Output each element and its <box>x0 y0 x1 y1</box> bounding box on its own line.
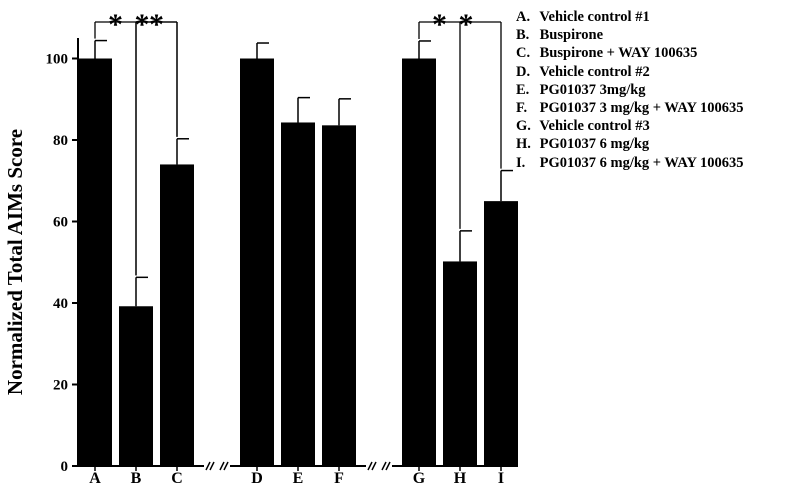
legend-key: C. <box>516 45 531 62</box>
y-tick-label: 100 <box>46 52 69 68</box>
x-tick-label-A: A <box>89 470 101 486</box>
y-axis-label: Normalized Total AIMs Score <box>3 129 27 395</box>
bar-I <box>484 201 518 466</box>
significance-star: * <box>432 8 447 41</box>
y-tick-label: 80 <box>53 133 68 149</box>
x-tick-label-D: D <box>251 470 263 486</box>
legend-label: Vehicle control #1 <box>536 9 650 25</box>
legend-item: G. Vehicle control #3 <box>516 117 744 135</box>
legend-item: B. Buspirone <box>516 26 744 44</box>
x-tick-label-B: B <box>131 470 142 486</box>
bar-E <box>281 122 315 466</box>
legend-key: E. <box>516 81 530 98</box>
bar-H <box>443 261 477 466</box>
axis-break-mark <box>381 461 387 471</box>
bar-G <box>402 58 436 466</box>
legend-key: I. <box>516 154 526 171</box>
significance-star: * <box>135 8 150 41</box>
x-tick-label-F: F <box>334 470 344 486</box>
legend-label: Vehicle control #2 <box>536 63 650 80</box>
bar-F <box>322 125 356 466</box>
x-tick-label-E: E <box>293 470 304 486</box>
x-tick-label-G: G <box>413 470 426 486</box>
legend-label: Vehicle control #3 <box>536 118 650 135</box>
legend-label: PG01037 6 mg/kg <box>536 136 650 153</box>
legend-item: E. PG01037 3mg/kg <box>516 81 744 99</box>
bar-D <box>240 58 274 466</box>
legend-item: D. Vehicle control #2 <box>516 63 744 81</box>
legend-label: Buspirone + WAY 100635 <box>536 45 698 62</box>
significance-star: * <box>108 8 123 41</box>
legend-item: A. Vehicle control #1 <box>516 8 744 26</box>
axis-break-mark <box>205 461 211 471</box>
legend-label: Buspirone <box>536 27 604 44</box>
bar-B <box>119 306 153 466</box>
legend-label: PG01037 3 mg/kg + WAY 100635 <box>536 100 744 117</box>
bar-A <box>78 58 112 466</box>
x-tick-label-C: C <box>171 470 183 486</box>
bar-C <box>160 164 194 466</box>
axis-break-mark <box>209 461 215 471</box>
y-tick-label: 60 <box>53 215 68 231</box>
legend-item: C. Buspirone + WAY 100635 <box>516 44 744 62</box>
axis-break-mark <box>223 461 229 471</box>
legend-key: H. <box>516 136 531 153</box>
legend-label: PG01037 3mg/kg <box>536 81 646 98</box>
legend-key: A. <box>516 9 531 25</box>
axis-break-mark <box>219 461 225 471</box>
y-tick-label: 40 <box>53 296 68 312</box>
legend-item: F. PG01037 3 mg/kg + WAY 100635 <box>516 99 744 117</box>
legend-key: D. <box>516 63 531 80</box>
y-tick-label: 0 <box>61 459 69 475</box>
legend-key: B. <box>516 27 530 44</box>
axis-break-mark <box>385 461 391 471</box>
significance-star: * <box>149 8 164 41</box>
legend-key: F. <box>516 100 528 117</box>
legend-item: H. PG01037 6 mg/kg <box>516 135 744 153</box>
legend-item: I. PG01037 6 mg/kg + WAY 100635 <box>516 154 744 172</box>
legend: A. Vehicle control #1 B. Buspirone C. Busp… <box>516 8 744 172</box>
axis-break-mark <box>367 461 373 471</box>
legend-key: G. <box>516 118 531 135</box>
legend-label: PG01037 6 mg/kg + WAY 100635 <box>536 154 744 171</box>
x-tick-label-I: I <box>498 470 504 486</box>
y-tick-label: 20 <box>53 378 68 394</box>
x-tick-label-H: H <box>454 470 467 486</box>
significance-star: * <box>459 8 474 41</box>
axis-break-mark <box>371 461 377 471</box>
